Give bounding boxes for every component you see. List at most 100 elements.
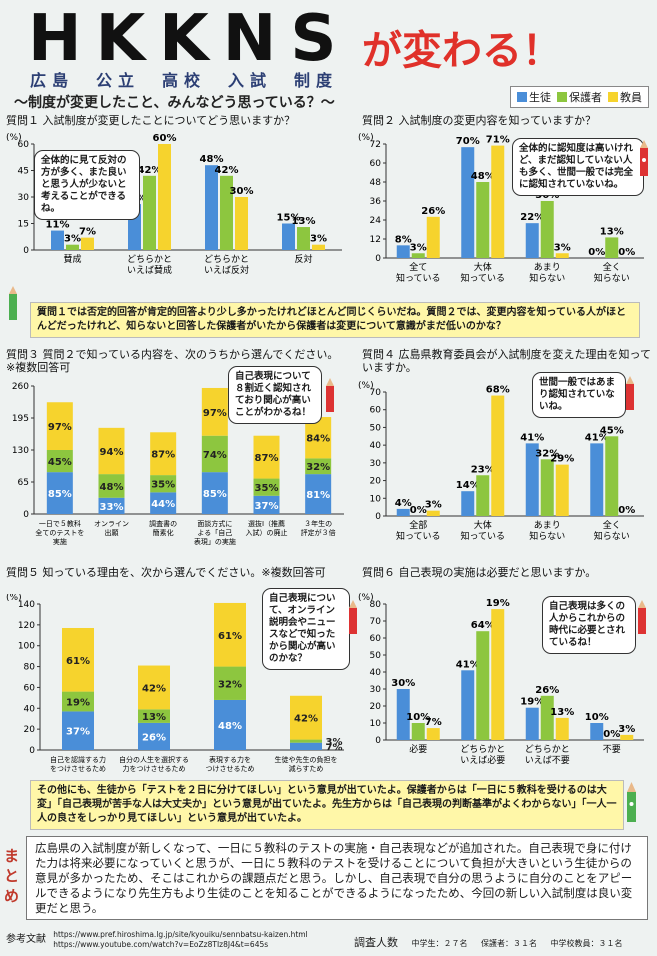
y-tick-label: 0: [375, 736, 381, 746]
bar-teachers: [620, 734, 634, 740]
stack-parents: [290, 739, 322, 743]
category-label: 簡素化: [153, 528, 174, 537]
y-tick-label: 40: [24, 704, 36, 714]
category-label: 自己を認識する力: [50, 755, 106, 764]
bar-parents: [540, 695, 554, 740]
data-label: 19%: [486, 598, 510, 609]
poster-title-accent: が変わる！: [362, 28, 562, 74]
y-tick-label: 30: [370, 685, 382, 695]
bar-students: [461, 147, 475, 258]
bar-students: [590, 723, 604, 740]
category-label: 知っている: [460, 530, 505, 542]
data-label: 3%: [310, 234, 327, 245]
bar-parents: [143, 175, 156, 250]
legend-swatch: [608, 92, 618, 102]
data-label: 35%: [151, 480, 175, 491]
bar-parents: [540, 201, 554, 258]
stack-teachers: [150, 432, 177, 476]
stack-students: [150, 492, 177, 514]
poster-subtitle: 広島 公立 高校 入試 制度: [30, 71, 339, 90]
y-tick-label: 120: [18, 621, 35, 631]
y-tick-label: 80: [370, 600, 382, 610]
category-label: いえば不要: [525, 755, 570, 766]
data-label: 10%: [585, 712, 609, 723]
bar-students: [396, 245, 410, 258]
y-tick-label: 20: [24, 725, 36, 735]
y-tick-label: 72: [370, 140, 381, 150]
stack-parents: [214, 666, 246, 700]
data-label: 85%: [203, 489, 227, 500]
category-label: 生徒や先生の負担を: [275, 755, 338, 764]
note-q1-q2: 質問１では否定的回答が肯定的回答より少し多かったけれどほとんど同じくらいだね。質…: [30, 302, 640, 338]
category-label: 知らない: [594, 272, 630, 284]
stack-students: [305, 474, 332, 514]
data-label: 45%: [48, 457, 72, 468]
count-parents: 保護者：３１名: [481, 939, 537, 948]
data-label: 26%: [421, 206, 445, 217]
reference-url-1[interactable]: https://www.pref.hiroshima.lg.jp/site/ky…: [53, 930, 308, 939]
data-label: 7%: [326, 742, 343, 753]
stack-parents: [98, 474, 125, 498]
category-label: 賛成: [63, 253, 81, 265]
stack-students: [62, 711, 94, 750]
bar-teachers: [491, 609, 505, 740]
bar-teachers: [426, 728, 440, 740]
count-students: 中学生：２７名: [411, 939, 468, 948]
y-tick-label: 130: [12, 446, 29, 456]
q3-title: 質問３ 質問２で知っている内容を、次のうちから選んでください。※複数回答可: [6, 348, 339, 374]
data-label: 48%: [200, 154, 224, 165]
bar-teachers: [555, 253, 569, 258]
category-label: 評定が３倍: [301, 528, 336, 537]
category-label: 知らない: [594, 530, 630, 542]
y-tick-label: 24: [370, 216, 382, 226]
category-label: 不要: [603, 744, 621, 755]
data-label: 8%: [395, 234, 412, 245]
data-label: 64%: [471, 620, 495, 631]
data-label: 4%: [395, 498, 412, 509]
data-label: 7%: [425, 717, 442, 728]
bar-students: [396, 689, 410, 740]
y-tick-label: 10: [370, 494, 382, 504]
data-label: 48%: [471, 171, 495, 182]
data-label: 84%: [306, 434, 330, 445]
stack-teachers: [253, 435, 280, 479]
y-tick-label: 65: [18, 478, 29, 488]
data-label: 3%: [618, 724, 635, 735]
data-label: 30%: [391, 678, 415, 689]
category-label: 反対: [294, 253, 312, 265]
y-tick-label: 60: [18, 140, 30, 150]
stack-parents: [201, 435, 228, 473]
category-label: 必要: [409, 743, 427, 755]
y-tick-label: 30: [370, 459, 382, 469]
category-label: 全て: [409, 261, 427, 273]
y-tick-label: 0: [23, 246, 29, 256]
data-label: 42%: [138, 165, 162, 176]
bar-parents: [411, 253, 425, 258]
q3-comment-bubble: 自己表現について８割近く認知されており関心が高いことがわかるね！: [228, 366, 322, 424]
category-label: いえば反対: [204, 264, 249, 276]
data-label: 22%: [520, 212, 544, 223]
category-label: 力をつけさせるため: [123, 764, 186, 773]
stack-students: [46, 472, 73, 514]
category-label: 知らない: [529, 530, 565, 542]
data-label: 48%: [100, 482, 124, 493]
category-label: 自分の人生を選択する: [119, 755, 189, 764]
category-label: 入試）の廃止: [246, 528, 288, 537]
bar-students: [396, 508, 410, 516]
stack-parents: [253, 478, 280, 496]
category-label: ３年生の: [304, 519, 332, 528]
y-tick-label: 48: [370, 178, 382, 188]
y-tick-label: 70: [370, 388, 382, 398]
reference-url-2[interactable]: https://www.youtube.com/watch?v=EoZz8TIz…: [53, 940, 269, 949]
pencil-mascot-icon: [9, 286, 17, 320]
category-label: どちらかと: [204, 254, 249, 265]
bar-teachers: [555, 464, 569, 516]
data-label: 14%: [456, 480, 480, 491]
bar-students: [590, 443, 604, 516]
y-tick-label: 60: [370, 406, 382, 416]
y-axis-label: (%): [358, 133, 374, 143]
poster-tagline: ～制度が変更したこと、みんなどう思っている？～: [14, 95, 335, 111]
data-label: 15%: [277, 213, 301, 224]
data-label: 32%: [535, 448, 559, 459]
legend-label: 教員: [620, 91, 642, 104]
